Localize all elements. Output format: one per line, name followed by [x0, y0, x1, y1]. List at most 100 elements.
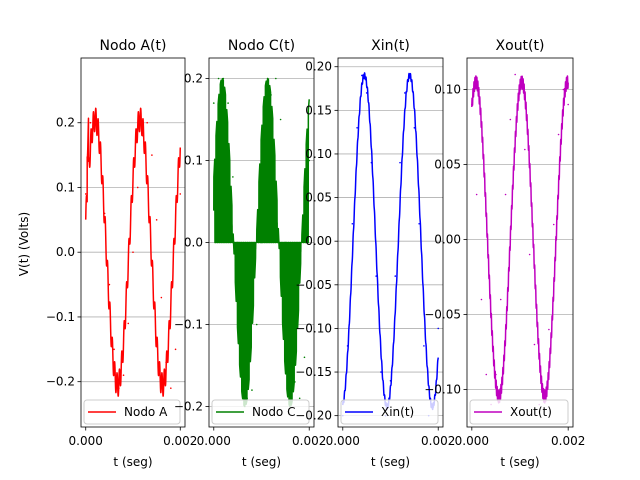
- data-point: [141, 134, 144, 137]
- data-point: [567, 103, 569, 106]
- y-tick-label: 0.2: [184, 72, 203, 86]
- subplot-1: 0.2 0.1 0.0 −0.1 −0.2 0.000 0.002 Nodo A(t) t (s…: [46, 38, 198, 469]
- x-axis-label: t (seg): [242, 455, 281, 469]
- subplot-3: 0.20 0.15 0.10 0.05 0.00 −0.05 −0.10 −0.15 −0.20…: [295, 38, 455, 469]
- y-tick-label: −0.15: [295, 365, 332, 379]
- x-tick-label: 0.000: [455, 434, 489, 448]
- data-point: [394, 275, 397, 277]
- data-point: [408, 74, 411, 77]
- y-tick-label: 0.1: [56, 180, 75, 194]
- data-point: [552, 223, 555, 226]
- data-point: [413, 126, 416, 129]
- x-axis-label: t (seg): [371, 455, 410, 469]
- y-tick-label: 0.05: [305, 191, 332, 205]
- y-tick-label: −0.20: [295, 409, 332, 423]
- data-point: [260, 241, 263, 244]
- data-point: [84, 193, 87, 195]
- data-point: [356, 126, 358, 129]
- y-tick-label: 0.1: [184, 154, 203, 168]
- data-point: [480, 298, 483, 301]
- data-point: [118, 387, 120, 389]
- data-point: [528, 253, 531, 256]
- data-point: [251, 389, 253, 391]
- data-point: [217, 77, 220, 80]
- legend-label: Nodo A: [124, 405, 168, 419]
- subplot-2: 0.2 0.1 0.0 −0.1 −0.2 0.000 0.002 Nodo C(t) t (s…: [174, 38, 327, 469]
- y-tick-label: −0.10: [295, 321, 332, 335]
- data-point: [509, 118, 512, 121]
- data-point: [113, 348, 115, 351]
- data-point: [94, 121, 96, 124]
- data-point: [303, 356, 306, 359]
- y-tick-label: −0.2: [46, 375, 75, 389]
- data-point: [179, 193, 182, 195]
- data-point: [174, 348, 177, 351]
- subplot-title: Xout(t): [496, 38, 545, 54]
- y-tick-label: 0.05: [434, 158, 461, 172]
- data-point: [146, 121, 148, 124]
- data-point: [284, 241, 287, 244]
- y-tick-label: 0.10: [305, 147, 332, 161]
- data-point: [160, 296, 163, 299]
- data-point: [279, 118, 282, 121]
- data-point: [127, 322, 130, 325]
- data-point: [557, 133, 560, 136]
- data-point: [499, 298, 502, 301]
- series-line: [213, 77, 310, 408]
- axes-frame: [80, 57, 186, 428]
- data-point: [365, 92, 368, 94]
- data-point: [170, 387, 172, 389]
- legend-label: Xin(t): [381, 405, 414, 419]
- axes-frame: [337, 57, 444, 428]
- data-point: [437, 327, 440, 330]
- data-point: [294, 381, 296, 383]
- data-point: [471, 103, 473, 106]
- data-point: [389, 379, 392, 382]
- data-point: [495, 373, 497, 376]
- series-line: [471, 75, 569, 404]
- data-point: [519, 88, 521, 91]
- data-point: [514, 73, 516, 76]
- axes-frame: [208, 57, 315, 428]
- data-point: [548, 328, 550, 331]
- data-point: [308, 159, 311, 162]
- data-point: [232, 176, 234, 178]
- data-point: [255, 323, 258, 326]
- data-point: [380, 371, 382, 373]
- y-tick-label: 0.15: [305, 103, 332, 117]
- subplot-title: Nodo C(t): [228, 38, 295, 54]
- data-point: [289, 323, 291, 326]
- axes-frame: [466, 57, 574, 428]
- data-point: [136, 186, 139, 189]
- y-tick-label: −0.05: [424, 308, 461, 322]
- data-point: [298, 397, 301, 400]
- data-point: [99, 147, 101, 150]
- legend-box: [469, 399, 569, 425]
- subplot-title: Nodo A(t): [100, 38, 167, 54]
- x-tick-label: 0.002: [163, 434, 197, 448]
- data-point: [423, 345, 425, 347]
- legend: Nodo A: [83, 399, 181, 425]
- y-tick-label: −0.1: [174, 318, 203, 332]
- subplot-title: Xin(t): [371, 38, 410, 54]
- data-point: [89, 121, 92, 124]
- series-line: [342, 72, 439, 411]
- legend-label: Xout(t): [510, 405, 552, 419]
- y-tick-label: −0.10: [424, 383, 461, 397]
- data-point: [212, 102, 215, 104]
- data-point: [270, 94, 272, 96]
- y-tick-label: −0.2: [174, 400, 203, 414]
- legend-box: [83, 399, 181, 425]
- x-tick-label: 0.000: [197, 434, 231, 448]
- figure-ylabel: V(t) (Volts): [17, 212, 31, 276]
- legend-box: [211, 399, 310, 425]
- data-point: [108, 283, 111, 286]
- x-tick-label: 0.002: [421, 434, 455, 448]
- y-tick-label: −0.05: [295, 278, 332, 292]
- data-point: [122, 374, 125, 377]
- data-point: [504, 193, 507, 196]
- data-point: [265, 159, 268, 162]
- data-point: [370, 161, 373, 164]
- legend-box: [340, 399, 439, 425]
